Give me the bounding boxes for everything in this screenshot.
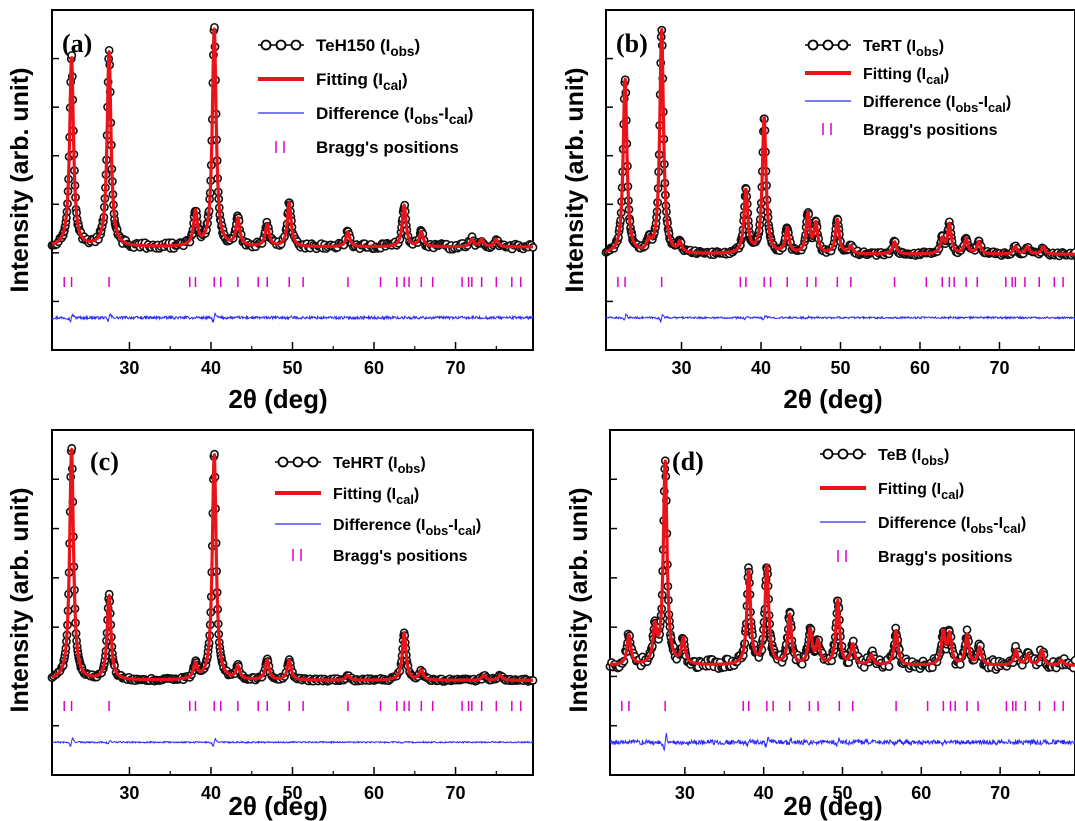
legend-label-bragg: Bragg's positions bbox=[878, 549, 1013, 566]
plot-frame bbox=[51, 9, 534, 351]
x-tick-label: 70 bbox=[446, 358, 466, 378]
y-axis-title: Intensity (arb. unit) bbox=[6, 68, 34, 293]
legend-label-bragg: Bragg's positions bbox=[333, 548, 468, 565]
panel-2: 30 40 50 60 70 2θ (deg) Intensity (arb. unit) (… bbox=[6, 429, 538, 821]
panel-label: (c) bbox=[90, 447, 119, 476]
bragg-series bbox=[617, 277, 1064, 287]
fit-line bbox=[608, 459, 1075, 667]
legend-label-fit: Fitting (Ical) bbox=[333, 486, 419, 507]
x-tick-label: 30 bbox=[119, 358, 139, 378]
bragg-series bbox=[63, 701, 522, 711]
fit-line bbox=[604, 27, 1075, 256]
x-tick-label: 40 bbox=[751, 358, 771, 378]
legend-label-fit: Fitting (Ical) bbox=[863, 66, 949, 87]
plot-frame bbox=[609, 429, 1075, 776]
legend-label-bragg: Bragg's positions bbox=[863, 122, 998, 139]
legend-marker bbox=[290, 39, 302, 51]
x-tick-label: 60 bbox=[364, 358, 384, 378]
legend-marker bbox=[292, 456, 304, 468]
panel-1: 30 40 50 60 70 2θ (deg) Intensity (arb. unit) (… bbox=[561, 9, 1075, 414]
x-tick-label: 30 bbox=[672, 358, 692, 378]
panel-label: (a) bbox=[62, 29, 92, 58]
legend-marker bbox=[837, 39, 849, 51]
legend: TeHRT (Iobs) Fitting (Ical) Difference (Io… bbox=[275, 455, 481, 565]
y-axis-title: Intensity (arb. unit) bbox=[561, 68, 589, 293]
legend-marker bbox=[807, 39, 819, 51]
x-tick-label: 60 bbox=[910, 358, 930, 378]
bragg-series bbox=[621, 701, 1064, 711]
x-axis-title: 2θ (deg) bbox=[783, 384, 882, 414]
legend-marker bbox=[260, 39, 272, 51]
observed-point bbox=[962, 625, 972, 635]
x-tick-label: 60 bbox=[364, 783, 384, 803]
x-tick-label: 70 bbox=[989, 358, 1009, 378]
legend-label-fit: Fitting (Ical) bbox=[316, 70, 408, 93]
x-tick-label: 50 bbox=[830, 358, 850, 378]
fit-line bbox=[50, 447, 535, 682]
x-tick-label: 70 bbox=[990, 783, 1010, 803]
x-axis-title: 2θ (deg) bbox=[228, 384, 327, 414]
legend-label-observed: TeRT (Iobs) bbox=[863, 38, 944, 59]
bragg-series bbox=[63, 277, 522, 287]
difference-line bbox=[51, 736, 534, 748]
x-axis-title: 2θ (deg) bbox=[783, 791, 882, 821]
x-tick-label: 40 bbox=[201, 358, 221, 378]
legend-label-difference: Difference (Iobs-Ical) bbox=[316, 104, 473, 127]
legend-marker bbox=[837, 448, 849, 460]
y-axis-title: Intensity (arb. unit) bbox=[565, 488, 593, 713]
fit-line bbox=[50, 27, 535, 249]
difference-line bbox=[51, 312, 534, 324]
legend-marker bbox=[852, 448, 864, 460]
legend-marker bbox=[822, 448, 834, 460]
legend-label-observed: TeH150 (Iobs) bbox=[316, 36, 420, 59]
panel-0: 30 40 50 60 70 2θ (deg) Intensity (arb. unit) (… bbox=[6, 9, 538, 414]
legend-label-observed: TeB (Iobs) bbox=[878, 447, 949, 468]
panel-label: (b) bbox=[616, 29, 648, 58]
legend-marker bbox=[307, 456, 319, 468]
x-tick-label: 50 bbox=[832, 783, 852, 803]
legend-label-bragg: Bragg's positions bbox=[316, 138, 459, 157]
panel-label: (d) bbox=[672, 447, 704, 476]
y-axis-title: Intensity (arb. unit) bbox=[6, 488, 34, 713]
difference-line bbox=[609, 733, 1075, 752]
x-axis-title: 2θ (deg) bbox=[228, 791, 327, 821]
x-tick-label: 70 bbox=[446, 783, 466, 803]
legend: TeB (Iobs) Fitting (Ical) Difference (Iobs… bbox=[820, 447, 1026, 566]
legend: TeH150 (Iobs) Fitting (Ical) Difference (I… bbox=[258, 36, 473, 157]
x-tick-label: 60 bbox=[911, 783, 931, 803]
panel-3: 30 40 50 60 70 2θ (deg) Intensity (arb. unit) (… bbox=[565, 429, 1075, 821]
legend-label-difference: Difference (Iobs-Ical) bbox=[333, 517, 481, 538]
plot-frame bbox=[51, 429, 534, 776]
x-tick-label: 50 bbox=[282, 358, 302, 378]
legend: TeRT (Iobs) Fitting (Ical) Difference (Iob… bbox=[805, 38, 1011, 139]
legend-marker bbox=[822, 39, 834, 51]
legend-marker bbox=[275, 39, 287, 51]
x-tick-label: 40 bbox=[201, 783, 221, 803]
x-tick-label: 50 bbox=[282, 783, 302, 803]
legend-label-difference: Difference (Iobs-Ical) bbox=[878, 515, 1026, 536]
x-tick-label: 30 bbox=[119, 783, 139, 803]
legend-label-fit: Fitting (Ical) bbox=[878, 481, 964, 502]
observed-point bbox=[1070, 655, 1075, 665]
difference-line bbox=[605, 312, 1075, 324]
legend-marker bbox=[277, 456, 289, 468]
x-tick-label: 40 bbox=[754, 783, 774, 803]
legend-label-observed: TeHRT (Iobs) bbox=[333, 455, 426, 476]
x-tick-label: 30 bbox=[675, 783, 695, 803]
plot-frame bbox=[605, 9, 1075, 351]
legend-label-difference: Difference (Iobs-Ical) bbox=[863, 94, 1011, 115]
